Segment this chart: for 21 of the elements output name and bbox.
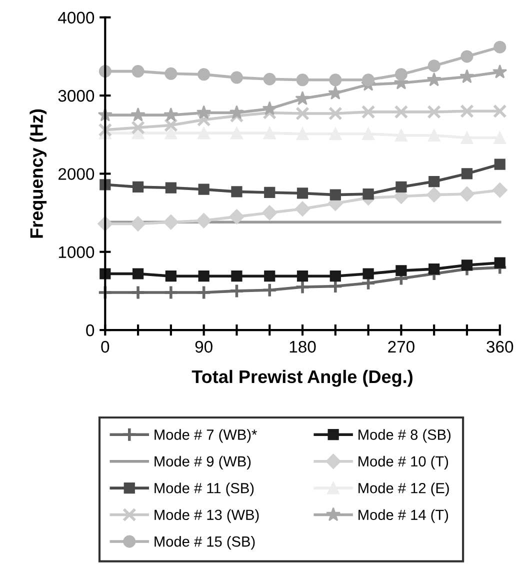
- x-tick-label: 180: [290, 340, 316, 353]
- legend-label: Mode # 8 (SB): [358, 429, 450, 443]
- legend-label: Mode # 10 (T): [358, 456, 448, 470]
- x-tick-label: 360: [486, 340, 514, 353]
- y-tick-label: 0: [86, 324, 94, 336]
- y-axis-title: Frequency (Hz): [30, 109, 47, 238]
- x-tick-label: 90: [195, 340, 212, 353]
- y-tick-label: 1000: [58, 246, 94, 258]
- legend-label: Mode # 15 (SB): [154, 536, 255, 550]
- y-tick-label: 3000: [58, 90, 94, 102]
- legend-label: Mode # 13 (WB): [154, 509, 259, 523]
- legend-label: Mode # 11 (SB): [154, 482, 254, 496]
- x-tick-label: 270: [388, 340, 414, 353]
- legend-label: Mode # 12 (E): [358, 482, 449, 496]
- x-axis-title: Total Prewist Angle (Deg.): [192, 370, 412, 387]
- x-tick-label: 0: [101, 340, 110, 353]
- legend-label: Mode # 14 (T): [358, 509, 448, 523]
- y-tick-label: 4000: [58, 12, 94, 24]
- legend-label: Mode # 9 (WB): [154, 456, 251, 470]
- legend-label: Mode # 7 (WB)*: [154, 429, 257, 443]
- y-tick-label: 2000: [58, 168, 94, 180]
